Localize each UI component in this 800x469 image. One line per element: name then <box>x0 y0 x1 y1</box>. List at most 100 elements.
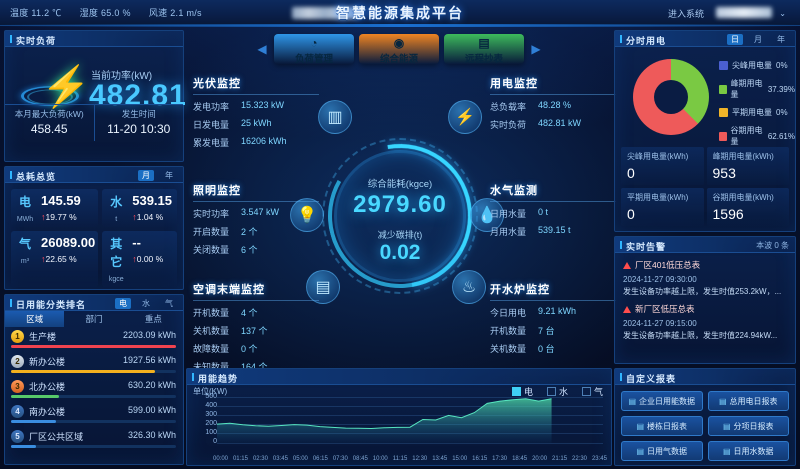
next-arrow-icon[interactable]: ▶ <box>531 42 541 56</box>
daily-energy-ranking-panel: 日用能分类排名 电 水 气 区域 部门 重点 1 生产楼 2203.09 kWh… <box>4 294 184 465</box>
list-item[interactable]: 3 北办公楼 630.20 kWh <box>5 377 183 402</box>
x-tick: 18:45 <box>512 456 528 462</box>
water-drop-icon[interactable]: 💧 <box>470 198 504 232</box>
panel-title: 总耗总览 <box>16 172 57 182</box>
panel-header: 自定义报表 <box>615 369 795 385</box>
tab-load-management[interactable]: ◔ 负荷管理 <box>274 34 354 65</box>
list-item[interactable]: 5 厂区公共区域 326.30 kWh <box>5 427 183 452</box>
rank-badge: 1 <box>11 330 24 343</box>
overview-cell-other[interactable]: 其它 kgce -- ↑0.00 % <box>102 231 177 287</box>
lighting-monitor-module: 照明监控 实时功率 3.547 kW 开启数量 2 个 关闭数量 6 个 <box>193 182 319 256</box>
legend-item: 尖峰用电量 0% <box>719 60 795 71</box>
tou-tab-year[interactable]: 年 <box>777 35 785 44</box>
x-tick: 22:30 <box>572 456 588 462</box>
alert-triangle-icon <box>623 305 631 313</box>
gauge-value: 2979.60 <box>353 191 447 218</box>
x-tick: 16:15 <box>472 456 488 462</box>
x-tick: 01:15 <box>232 456 248 462</box>
tab-remote-meter-reading[interactable]: ▤ 远程抄表 <box>444 34 524 65</box>
water-gas-monitor-module: 水气监测 日用水量 0 t 月用水量 539.15 t <box>490 182 616 238</box>
ranking-type-electricity[interactable]: 电 <box>115 298 131 309</box>
x-tick: 03:45 <box>272 456 288 462</box>
report-button-total-electricity-daily[interactable]: ▤ 总用电日报表 <box>707 391 789 411</box>
tab-month[interactable]: 月 <box>138 170 154 181</box>
report-button-subitem-daily[interactable]: ▤ 分项日报表 <box>707 416 789 436</box>
chart-y-unit-label: 单位(KW) <box>193 387 228 396</box>
overview-cell-electricity[interactable]: 电 MWh 145.59 ↑19.77 % <box>11 189 99 227</box>
energy-icon: ◉ <box>393 36 405 50</box>
ranking-tab-area[interactable]: 区域 <box>5 311 65 327</box>
x-tick: 20:00 <box>532 456 548 462</box>
chevron-down-icon[interactable]: ⌄ <box>779 9 786 18</box>
alarm-item[interactable]: 厂区401低压总表 2024-11-27 09:30:00 发生设备功率越上限，… <box>623 260 782 296</box>
max-load-time: 发生时间 11-20 10:30 <box>93 105 184 141</box>
realtime-alarm-panel: 实时告警 本波 0 条 厂区401低压总表 2024-11-27 09:30:0… <box>614 236 796 364</box>
file-icon: ▤ <box>636 446 645 456</box>
boiler-icon[interactable]: ♨ <box>452 270 486 304</box>
panel-header: 用能趋势 <box>187 369 611 385</box>
ranking-type-water[interactable]: 水 <box>142 299 150 308</box>
ranking-tab-department[interactable]: 部门 <box>85 314 103 324</box>
x-tick: 00:00 <box>213 456 229 462</box>
report-button-water-daily[interactable]: ▤ 日用水数据 <box>707 441 789 461</box>
lightbulb-icon[interactable]: 💡 <box>290 198 324 232</box>
enter-system-link[interactable]: 进入系统 <box>667 9 704 19</box>
report-button-building-daily[interactable]: ▤ 楼栋日报表 <box>621 416 703 436</box>
x-tick: 11:15 <box>392 456 408 462</box>
ranking-type-gas[interactable]: 气 <box>165 299 173 308</box>
tab-year[interactable]: 年 <box>165 171 173 180</box>
weather-info: 温度 11.2 ℃ 湿度 65.0 % 风速 2.1 m/s <box>10 6 202 19</box>
x-tick: 23:45 <box>591 456 607 462</box>
carbon-value: 0.02 <box>379 241 421 264</box>
panel-title: 实时负荷 <box>16 36 57 46</box>
tou-values-grid: 尖峰用电量(kWh) 0 峰期用电量(kWh) 953 平期用电量(kWh) 0 谷期… <box>615 147 795 227</box>
list-item[interactable]: 4 南办公楼 599.00 kWh <box>5 402 183 427</box>
tou-cell-sharp: 尖峰用电量(kWh) 0 <box>621 147 704 185</box>
center-tabs: ◀ ◔ 负荷管理 ◉ 综合能源 ▤ 远程抄表 ▶ <box>255 33 555 65</box>
electricity-icon[interactable]: ⚡ <box>448 100 482 134</box>
legend-gas[interactable]: 气 <box>581 385 603 398</box>
overview-cell-gas[interactable]: 气 m³ 26089.00 ↑22.65 % <box>11 231 99 287</box>
tab-integrated-energy[interactable]: ◉ 综合能源 <box>359 34 439 65</box>
solar-panel-icon[interactable]: ▥ <box>318 100 352 134</box>
alarm-item[interactable]: 新厂区低压总表 2024-11-27 09:15:00 发生设备功率越上限，发生… <box>623 304 778 340</box>
ranking-tabs: 区域 部门 重点 <box>5 311 183 327</box>
list-item[interactable]: 2 新办公楼 1927.56 kWh <box>5 352 183 377</box>
tou-tab-month[interactable]: 月 <box>754 35 762 44</box>
x-tick: 13:45 <box>432 456 448 462</box>
file-icon: ▤ <box>628 396 637 406</box>
current-power-value: 482.81 <box>89 79 187 112</box>
energy-trend-panel: 用能趋势 单位(KW) 电 水 气 500 400 300 200 100 0 <box>186 368 612 466</box>
page-title: 智慧能源集成平台 <box>336 5 464 21</box>
legend-water[interactable]: 水 <box>546 385 568 398</box>
x-tick: 10:00 <box>372 456 388 462</box>
tou-legend: 尖峰用电量 0% 峰期用电量 37.39% 平期用电量 0% 谷期用电量 62.61% <box>719 60 795 154</box>
list-item[interactable]: 1 生产楼 2203.09 kWh <box>5 327 183 352</box>
boiler-monitor-module: 开水炉监控 今日用电 9.21 kWh 开机数量 7 台 关机数量 0 台 <box>490 281 616 355</box>
ranking-tab-key[interactable]: 重点 <box>144 314 162 324</box>
panel-header: 实时负荷 <box>5 31 183 47</box>
report-button-gas-daily[interactable]: ▤ 日用气数据 <box>621 441 703 461</box>
hvac-icon[interactable]: ▤ <box>306 270 340 304</box>
x-tick: 12:30 <box>412 456 428 462</box>
hvac-terminal-monitor-module: 空调末端监控 开机数量 4 个 关机数量 137 个 故障数量 0 个 未知数量 164… <box>193 281 319 373</box>
report-button-enterprise-daily[interactable]: ▤ 企业日用能数据 <box>621 391 703 411</box>
tou-donut-chart: 尖峰用电量 0% 峰期用电量 37.39% 平期用电量 0% 谷期用电量 62.61% <box>615 47 795 147</box>
ranking-list: 1 生产楼 2203.09 kWh 2 新办公楼 1927.56 kWh 3 北… <box>5 327 183 452</box>
x-tick: 07:30 <box>332 456 348 462</box>
tou-tab-day[interactable]: 日 <box>727 34 743 45</box>
meter-icon: ▤ <box>478 36 490 50</box>
rank-badge: 4 <box>11 405 24 418</box>
gauge-icon: ◔ <box>310 36 318 50</box>
current-power-label: 当前功率(kW) <box>91 71 153 82</box>
legend-electricity[interactable]: 电 <box>511 385 533 398</box>
prev-arrow-icon[interactable]: ◀ <box>257 42 267 56</box>
lightning-bolt-icon: ⚡ <box>19 65 91 123</box>
alarm-count: 本波 0 条 <box>756 241 789 250</box>
report-buttons-grid: ▤ 企业日用能数据 ▤ 总用电日报表 ▤ 楼栋日报表 ▤ 分项日报表 ▤ 日用气数据 ▤ 日… <box>615 385 795 467</box>
tou-cell-flat: 平期用电量(kWh) 0 <box>621 188 704 226</box>
arrow-up-icon: ↑ <box>132 212 137 222</box>
